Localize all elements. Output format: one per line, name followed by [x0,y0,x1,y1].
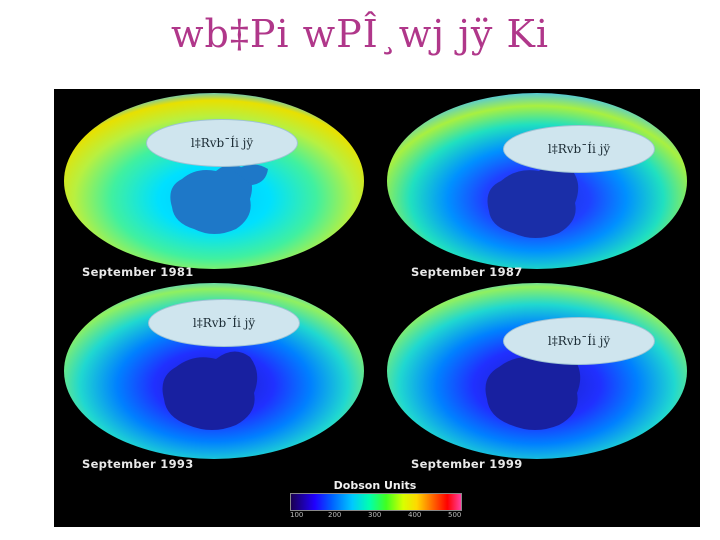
legend-tick: 100 [290,511,304,519]
ozone-globe-1987 [387,93,687,269]
panel-caption-1993: September 1993 [82,457,194,471]
legend-tick: 400 [408,511,422,519]
ozone-panel-1987: September 1987 l‡Rvb¯Íi jÿ [377,89,700,308]
panel-caption-1987: September 1987 [411,265,523,279]
legend-tick: 300 [368,511,382,519]
legend-tick: 200 [328,511,342,519]
panel-caption-1981: September 1981 [82,265,194,279]
ozone-panel-1999: September 1999 l‡Rvb¯Íi jÿ l‡Rvb¯Íi jÿ [377,279,700,498]
ozone-globe-1981 [64,93,364,269]
legend-title: Dobson Units [333,479,417,492]
ozone-panel-1981: September 1981 l‡Rvb¯Íi jÿ [54,89,377,308]
dobson-legend: Dobson Units 100 200 300 400 500 [286,479,464,523]
ozone-figure: September 1981 l‡Rvb¯Íi jÿ September 198… [54,89,700,527]
panel-label-bubble-1981: l‡Rvb¯Íi jÿ [146,119,298,167]
ozone-globe-1999 [387,283,687,459]
panel-label-bubble-1999-visible: l‡Rvb¯Íi jÿ [503,317,655,365]
legend-color-bar [290,493,462,511]
panel-label-bubble-1987: l‡Rvb¯Íi jÿ [503,125,655,173]
legend-ticks: 100 200 300 400 500 [290,511,462,523]
ozone-panel-1993: September 1993 l‡Rvb¯Íi jÿ [54,279,377,498]
panel-caption-1999: September 1999 [411,457,523,471]
slide-title: wb‡Pi wPÎ¸wj jÿ Ki [170,12,550,56]
legend-tick: 500 [448,511,462,519]
panel-label-bubble-1993: l‡Rvb¯Íi jÿ [148,299,300,347]
